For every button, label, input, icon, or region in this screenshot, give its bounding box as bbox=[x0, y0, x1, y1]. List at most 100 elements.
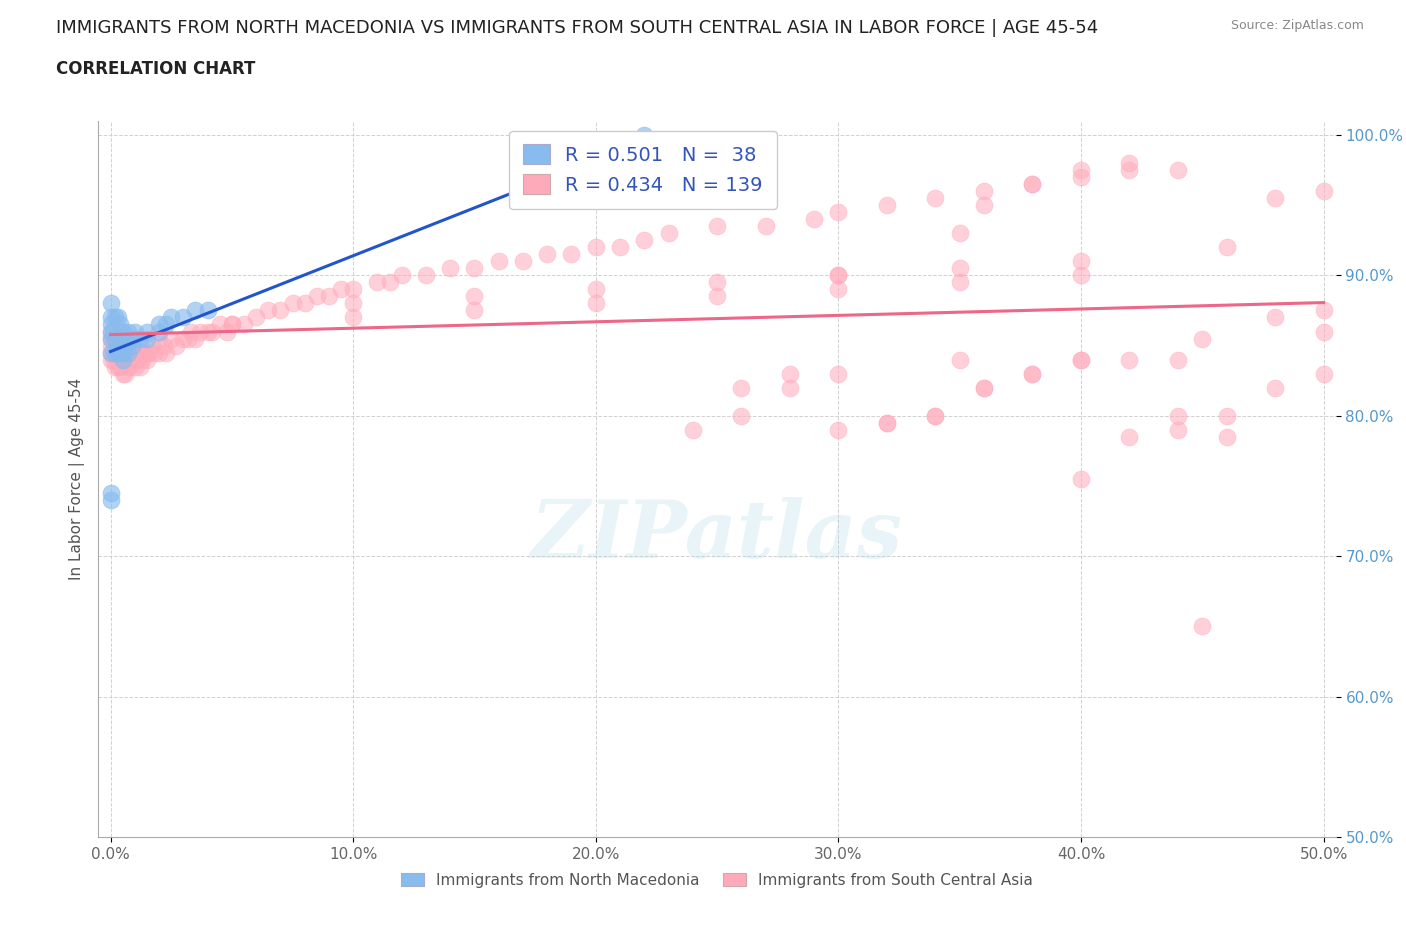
Point bbox=[924, 408, 946, 423]
Point bbox=[706, 219, 728, 233]
Point bbox=[188, 324, 211, 339]
Point bbox=[1070, 163, 1092, 178]
Point bbox=[184, 303, 207, 318]
Point bbox=[827, 205, 849, 219]
Point bbox=[803, 212, 825, 227]
Point bbox=[114, 345, 136, 360]
Point bbox=[134, 345, 156, 360]
Point bbox=[128, 331, 150, 346]
Point bbox=[101, 352, 124, 367]
Point bbox=[100, 345, 122, 360]
Point bbox=[128, 345, 150, 360]
Point bbox=[121, 352, 143, 367]
Point bbox=[101, 331, 124, 346]
Point bbox=[1118, 430, 1140, 445]
Point bbox=[1264, 191, 1286, 206]
Point bbox=[876, 416, 898, 431]
Point bbox=[391, 268, 413, 283]
Point bbox=[488, 254, 510, 269]
Text: ZIPatlas: ZIPatlas bbox=[531, 498, 903, 575]
Point bbox=[172, 310, 194, 325]
Point bbox=[100, 317, 122, 332]
Point bbox=[104, 310, 127, 325]
Point bbox=[560, 246, 582, 261]
Point bbox=[318, 289, 340, 304]
Point bbox=[1191, 331, 1213, 346]
Point bbox=[682, 422, 704, 437]
Text: CORRELATION CHART: CORRELATION CHART bbox=[56, 60, 256, 78]
Text: Source: ZipAtlas.com: Source: ZipAtlas.com bbox=[1230, 19, 1364, 32]
Point bbox=[100, 324, 122, 339]
Point bbox=[585, 296, 607, 311]
Point bbox=[148, 331, 170, 346]
Point bbox=[107, 359, 129, 374]
Point bbox=[128, 359, 150, 374]
Point bbox=[136, 352, 159, 367]
Point bbox=[100, 331, 122, 346]
Point bbox=[160, 331, 183, 346]
Point bbox=[141, 339, 163, 353]
Point bbox=[245, 310, 267, 325]
Point bbox=[111, 366, 134, 381]
Point bbox=[107, 345, 129, 360]
Point bbox=[1312, 324, 1334, 339]
Point bbox=[104, 345, 127, 360]
Point bbox=[257, 303, 280, 318]
Point bbox=[155, 345, 177, 360]
Point bbox=[1021, 177, 1043, 192]
Point bbox=[827, 422, 849, 437]
Point bbox=[148, 317, 170, 332]
Point bbox=[104, 331, 127, 346]
Point bbox=[197, 324, 219, 339]
Point bbox=[136, 331, 159, 346]
Point bbox=[110, 317, 132, 332]
Point bbox=[1167, 163, 1189, 178]
Point bbox=[201, 324, 224, 339]
Point bbox=[949, 226, 972, 241]
Point bbox=[281, 296, 304, 311]
Point bbox=[100, 310, 122, 325]
Point bbox=[165, 339, 187, 353]
Point bbox=[378, 275, 401, 290]
Point bbox=[172, 331, 194, 346]
Text: IMMIGRANTS FROM NORTH MACEDONIA VS IMMIGRANTS FROM SOUTH CENTRAL ASIA IN LABOR F: IMMIGRANTS FROM NORTH MACEDONIA VS IMMIG… bbox=[56, 19, 1098, 36]
Point bbox=[463, 303, 485, 318]
Point bbox=[1312, 366, 1334, 381]
Point bbox=[111, 345, 134, 360]
Point bbox=[124, 359, 146, 374]
Point bbox=[924, 191, 946, 206]
Point bbox=[1070, 268, 1092, 283]
Point bbox=[1312, 183, 1334, 198]
Point bbox=[233, 317, 256, 332]
Point bbox=[342, 310, 364, 325]
Point bbox=[924, 408, 946, 423]
Point bbox=[221, 317, 243, 332]
Point bbox=[305, 289, 328, 304]
Point bbox=[221, 317, 243, 332]
Point bbox=[585, 240, 607, 255]
Point bbox=[100, 485, 122, 500]
Point bbox=[148, 324, 170, 339]
Point bbox=[1021, 366, 1043, 381]
Point bbox=[463, 261, 485, 276]
Legend: R = 0.501   N =  38, R = 0.434   N = 139: R = 0.501 N = 38, R = 0.434 N = 139 bbox=[509, 130, 776, 208]
Point bbox=[973, 198, 995, 213]
Point bbox=[1215, 430, 1237, 445]
Point bbox=[100, 352, 122, 367]
Point bbox=[111, 331, 134, 346]
Y-axis label: In Labor Force | Age 45-54: In Labor Force | Age 45-54 bbox=[69, 378, 84, 580]
Point bbox=[127, 352, 149, 367]
Point bbox=[138, 345, 160, 360]
Point bbox=[124, 331, 146, 346]
Point bbox=[330, 282, 353, 297]
Point bbox=[1118, 163, 1140, 178]
Point bbox=[949, 261, 972, 276]
Point bbox=[1118, 155, 1140, 170]
Point bbox=[104, 331, 127, 346]
Point bbox=[1118, 352, 1140, 367]
Point bbox=[560, 155, 582, 170]
Point bbox=[197, 303, 219, 318]
Point bbox=[706, 289, 728, 304]
Point bbox=[1215, 240, 1237, 255]
Point bbox=[949, 275, 972, 290]
